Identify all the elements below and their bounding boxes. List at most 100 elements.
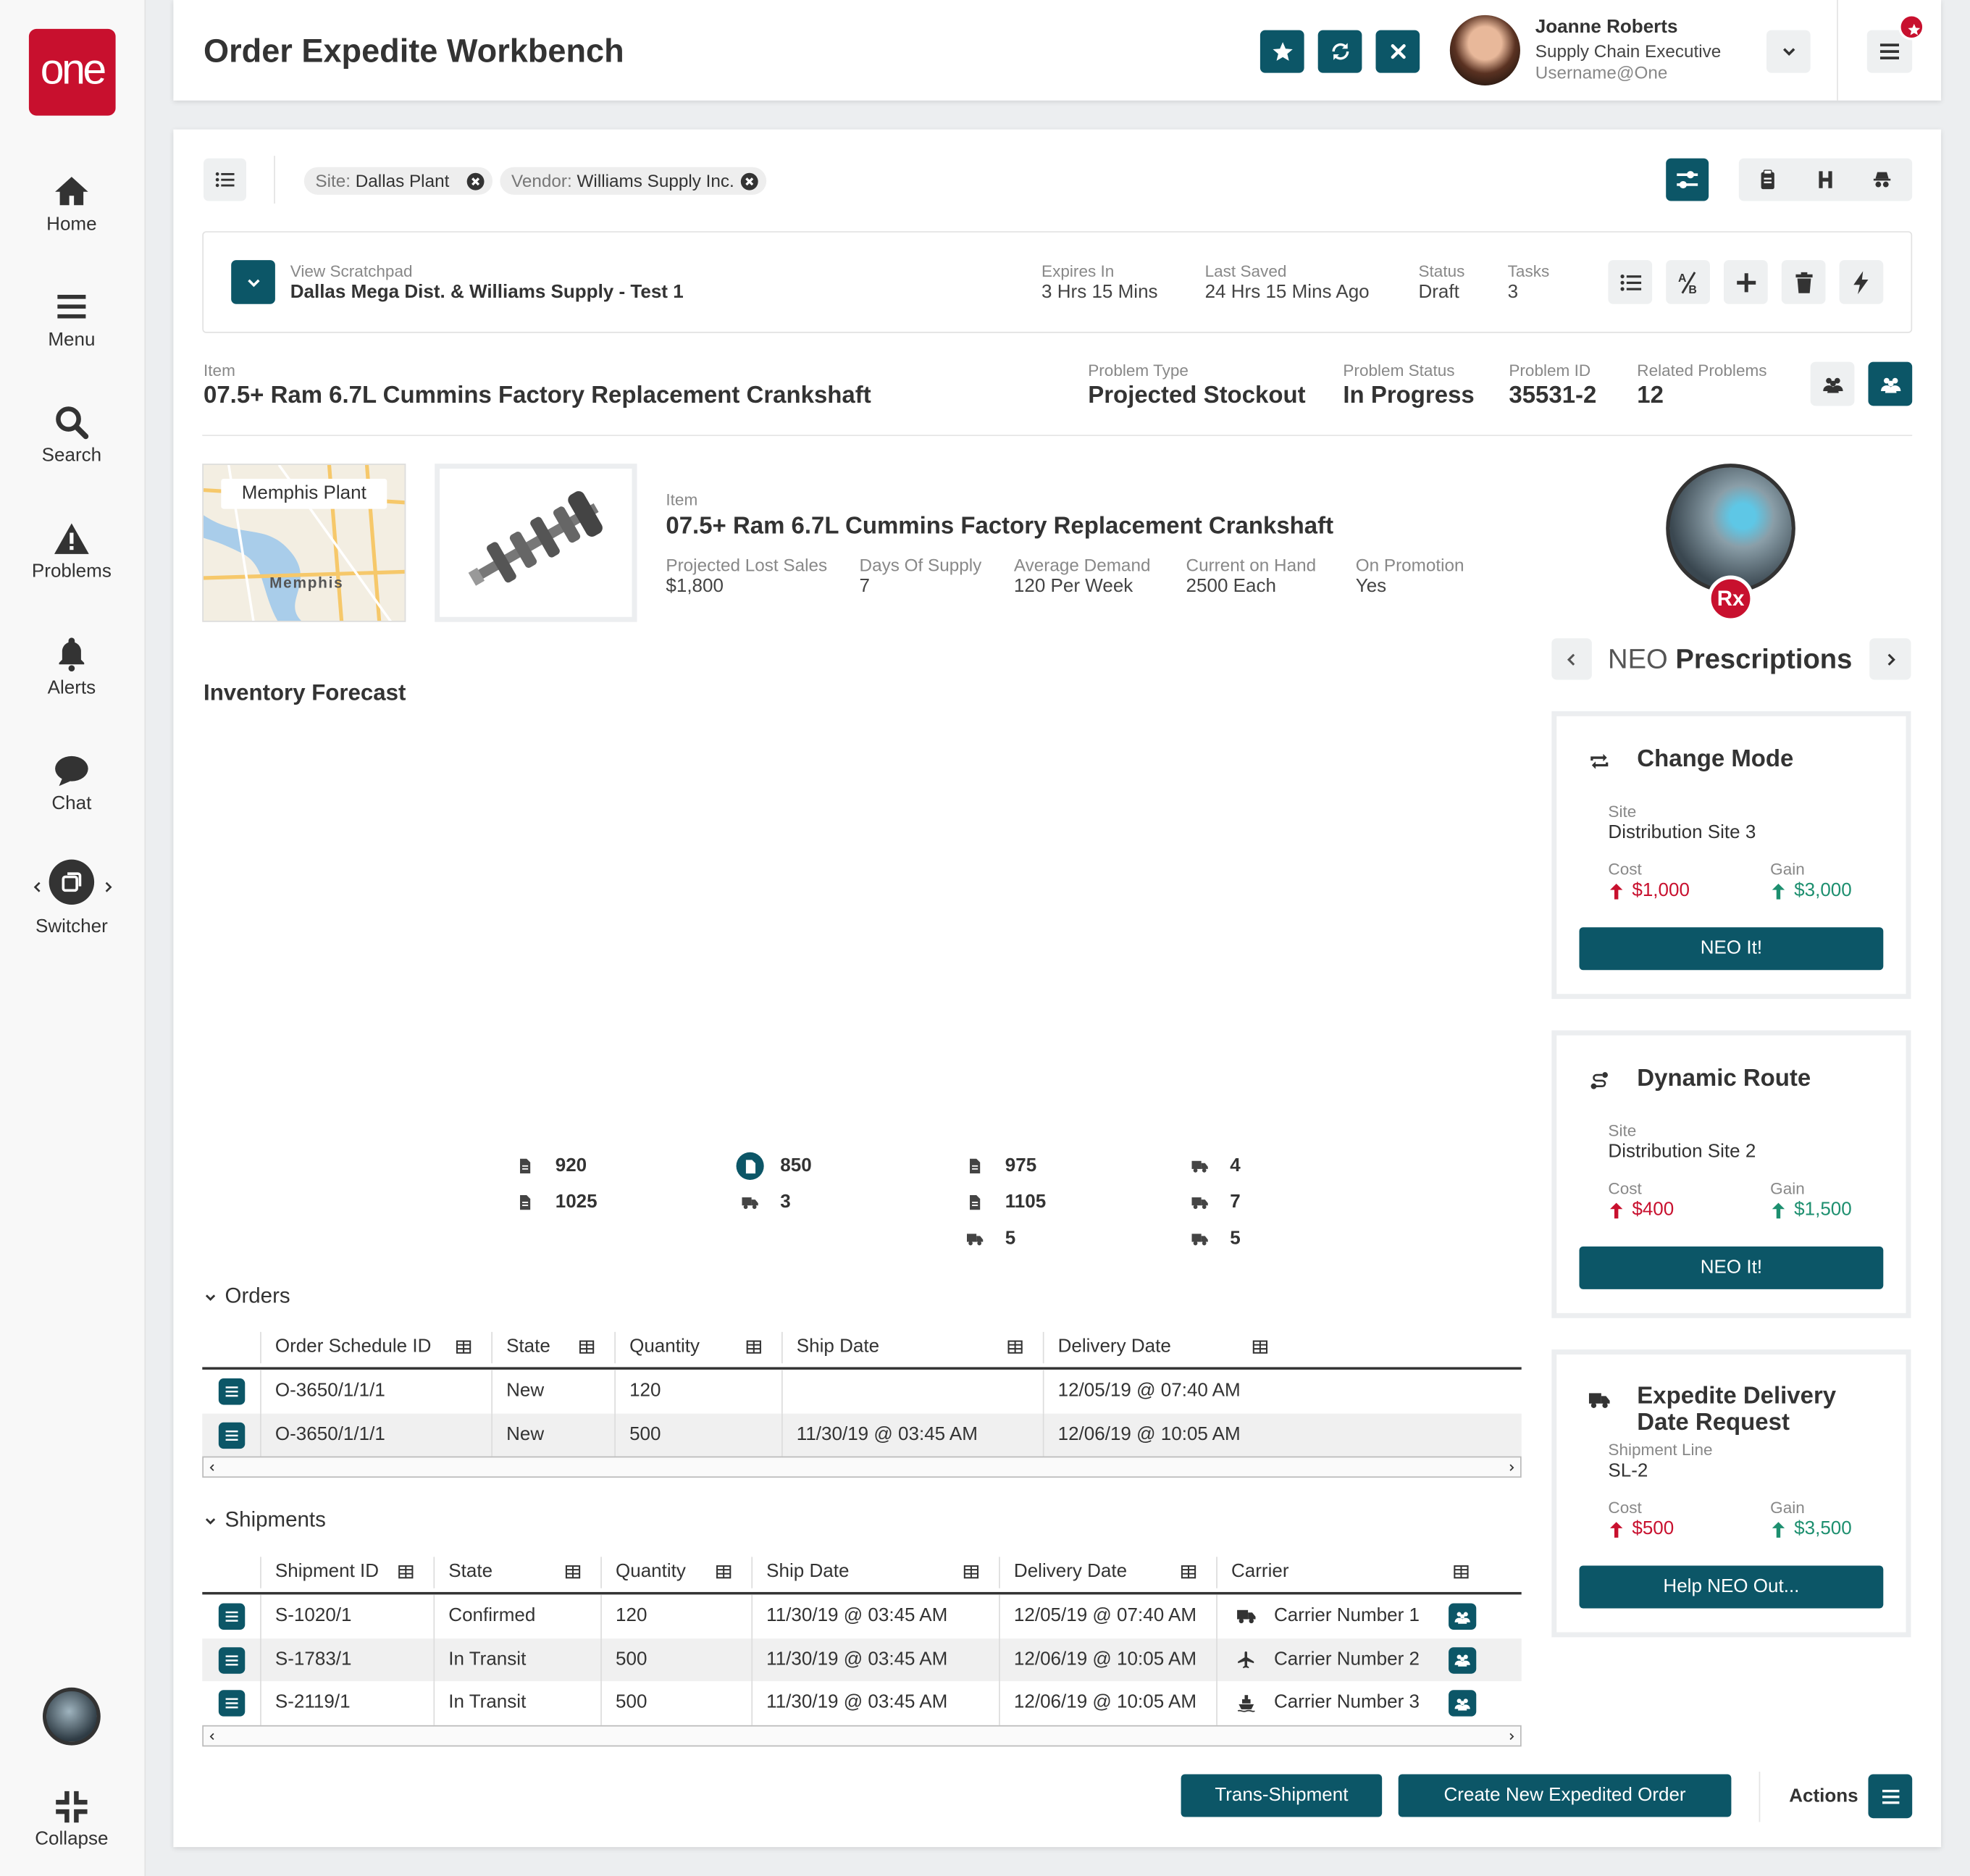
icon-shape xyxy=(522,1202,529,1203)
field-value: Distribution Site 2 xyxy=(1608,1141,1756,1163)
row-menu[interactable] xyxy=(218,1378,246,1405)
icon-shape xyxy=(1879,56,1899,59)
icon xyxy=(33,882,41,892)
close-button[interactable] xyxy=(1375,30,1420,73)
column-divider xyxy=(433,1557,435,1588)
collaborate-button[interactable] xyxy=(1868,361,1913,406)
column-options[interactable] xyxy=(393,1559,419,1585)
favorite-button[interactable] xyxy=(1259,30,1304,73)
icon-shape xyxy=(977,1241,982,1246)
refresh-button[interactable] xyxy=(1317,30,1362,73)
icon xyxy=(1873,172,1891,188)
column-options[interactable] xyxy=(574,1334,600,1360)
icon-shape xyxy=(1891,377,1898,383)
toolbar-button[interactable] xyxy=(1746,159,1789,201)
filter-text: Site: Dallas Plant xyxy=(315,170,449,191)
icon xyxy=(1390,44,1405,59)
scratchpad-action[interactable] xyxy=(1781,260,1826,304)
cost-label: Cost xyxy=(1608,1498,1642,1517)
cell: 120 xyxy=(616,1604,647,1626)
icon-shape xyxy=(972,1165,978,1167)
icon-shape xyxy=(509,531,537,568)
logo[interactable]: one xyxy=(28,28,116,116)
row-menu[interactable] xyxy=(218,1603,246,1630)
filter-list-button[interactable] xyxy=(204,158,247,201)
column-options[interactable] xyxy=(1248,1334,1273,1360)
column-options[interactable] xyxy=(711,1559,737,1585)
neo-avatar-small[interactable] xyxy=(42,1687,101,1746)
item-image[interactable] xyxy=(435,464,637,622)
related-button[interactable] xyxy=(1810,361,1855,406)
icon-shape: B xyxy=(1688,283,1696,296)
scratchpad-action[interactable] xyxy=(1724,260,1768,304)
gain-value: $3,000 xyxy=(1794,879,1852,901)
cell: Carrier Number 3 xyxy=(1273,1691,1420,1713)
icon-shape xyxy=(225,1611,238,1614)
cell: 11/30/19 @ 03:45 AM xyxy=(766,1691,948,1713)
scratchpad-action[interactable] xyxy=(1608,260,1653,304)
row-menu[interactable] xyxy=(218,1421,246,1449)
icon xyxy=(1771,883,1785,899)
column-header: Shipment ID xyxy=(274,1560,380,1583)
icon-shape xyxy=(1771,883,1785,899)
rx-text: Rx xyxy=(1717,586,1745,611)
icon-shape xyxy=(1601,1396,1610,1404)
carrier-action[interactable] xyxy=(1449,1646,1477,1673)
filter-chip[interactable]: Vendor: Williams Supply Inc. xyxy=(500,167,767,195)
map-thumbnail[interactable]: Memphis Plant Memphis xyxy=(202,464,406,622)
map-city: Memphis xyxy=(269,574,344,592)
toolbar-button[interactable] xyxy=(1861,159,1903,201)
icon-shape xyxy=(976,1236,984,1242)
column-divider xyxy=(999,1557,1000,1588)
next-button[interactable] xyxy=(1869,638,1911,680)
icon-shape xyxy=(1887,380,1893,386)
icon-shape xyxy=(204,515,302,621)
row-menu[interactable] xyxy=(218,1646,246,1673)
user-menu-button[interactable] xyxy=(1766,30,1811,73)
notification-badge xyxy=(1898,14,1925,41)
icon-shape xyxy=(1887,653,1895,666)
prev-button[interactable] xyxy=(1551,638,1592,680)
icon-shape xyxy=(972,1205,978,1207)
column-options[interactable] xyxy=(451,1334,477,1360)
icon-shape xyxy=(964,1566,978,1578)
actions-button[interactable] xyxy=(1868,1774,1913,1819)
footer-button[interactable]: Trans-Shipment xyxy=(1181,1774,1383,1817)
button-label: NEO It! xyxy=(1700,1256,1763,1278)
icon-shape xyxy=(225,1430,238,1432)
carrier-action[interactable] xyxy=(1449,1603,1477,1630)
icon-shape xyxy=(1593,1073,1606,1088)
icon xyxy=(205,1517,215,1524)
row-menu[interactable] xyxy=(218,1690,246,1717)
switcher-button[interactable] xyxy=(49,859,95,905)
field-value: 2500 Each xyxy=(1186,575,1276,598)
carrier-action[interactable] xyxy=(1449,1690,1477,1717)
column-options[interactable] xyxy=(1176,1559,1202,1585)
toolbar-button[interactable] xyxy=(1804,159,1847,201)
neo-button[interactable]: Help NEO Out... xyxy=(1579,1565,1884,1609)
icon xyxy=(105,882,112,892)
settings-button[interactable] xyxy=(1666,158,1709,201)
neo-heading: NEO Prescriptions xyxy=(1608,643,1852,677)
icon xyxy=(1272,42,1292,61)
field-label: Last Saved xyxy=(1204,261,1287,281)
icon xyxy=(1761,169,1774,190)
column-options[interactable] xyxy=(1449,1559,1474,1585)
field-label: On Promotion xyxy=(1355,555,1464,575)
icon-shape xyxy=(1201,1236,1208,1242)
icon xyxy=(1795,271,1812,293)
column-options[interactable] xyxy=(1002,1334,1028,1360)
neo-button[interactable]: NEO It! xyxy=(1579,927,1884,971)
scratchpad-toggle[interactable] xyxy=(231,260,275,304)
neo-button[interactable]: NEO It! xyxy=(1579,1246,1884,1289)
icon-shape xyxy=(1609,883,1622,899)
cell-divider xyxy=(781,1412,783,1457)
column-options[interactable] xyxy=(959,1559,984,1585)
header-bar xyxy=(173,0,1942,101)
footer-button[interactable]: Create New Expedited Order xyxy=(1398,1774,1732,1817)
filter-chip[interactable]: Site: Dallas Plant xyxy=(303,167,493,195)
column-options[interactable] xyxy=(561,1559,586,1585)
scratchpad-action[interactable] xyxy=(1839,260,1884,304)
column-options[interactable] xyxy=(741,1334,766,1360)
